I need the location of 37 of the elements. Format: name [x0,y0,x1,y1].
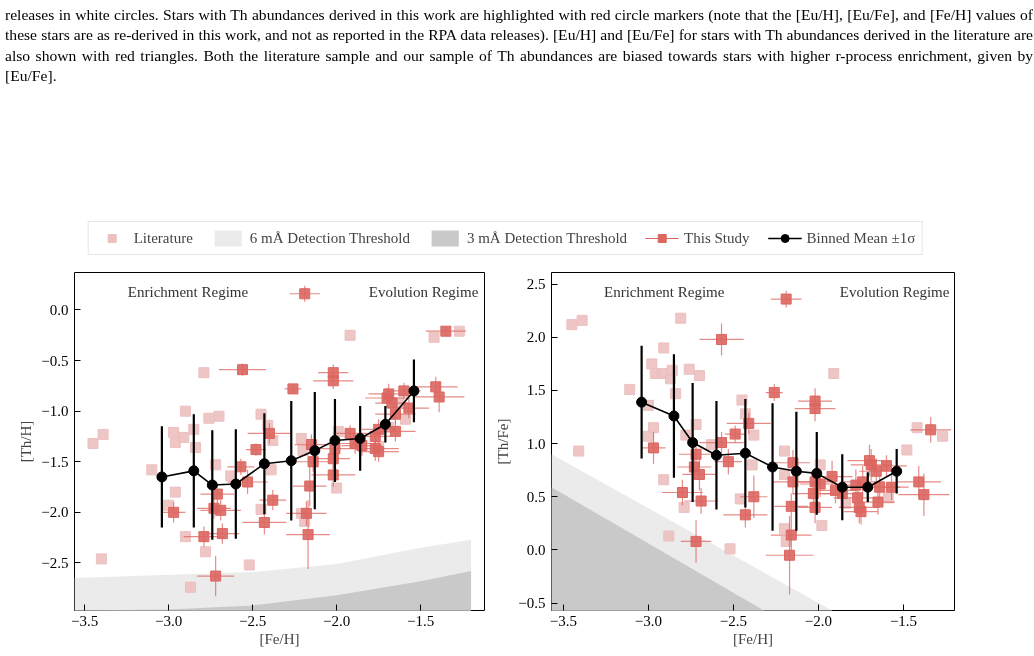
y-axis-title: [Th/Fe] [495,418,512,465]
x-tick-label: −2.5 [719,612,748,629]
x-tick-label: −1.5 [889,612,918,629]
y-tick-label: −2.0 [41,504,69,521]
annotation: Evolution Regime [839,284,950,301]
annotation: Enrichment Regime [604,284,725,301]
legend-label: Literature [133,229,193,247]
y-tick-label: 0.0 [49,301,69,318]
annotation: Enrichment Regime [127,284,249,301]
x-tick-label: −2.5 [239,612,267,629]
x-tick-label: −2.0 [804,612,833,629]
y-tick-label: −1.5 [41,453,69,470]
y-tick-label: 1.5 [526,382,546,399]
legend-label: 6 mÅ Detection Threshold [249,229,410,247]
x-tick-label: −3.0 [634,612,663,629]
x-tick-label: −3.5 [70,612,99,629]
y-tick-label: −1.0 [41,403,69,420]
y-tick-label: 2.5 [526,276,546,293]
x-tick-label: −3.0 [154,612,183,629]
x-tick-label: −2.0 [323,612,351,629]
x-tick-label: −1.5 [407,612,435,629]
annotation: Evolution Regime [368,284,479,301]
y-axis-title: [Th/H] [18,420,35,463]
y-tick-label: −2.5 [41,554,69,571]
text: releases in white circles. Stars with Th abundances derived in this work are highlighted with red circle markers (note that the [Eu/H], [Eu/Fe], and [Fe/H] values of these stars are as re-derived in this work, and not as reported in the RPA data releases). [Eu/H] and [Eu/Fe] for stars with Th abundances derived in the literature are also shown with red triangles. Both the literature sample and our sample of Th abundances are biased towards stars with higher r-process enrichment, given by [Eu/Fe]. [5,5,1033,86]
x-tick-label: −3.5 [549,612,578,629]
y-tick-label: −0.5 [41,352,69,369]
y-tick-label: −0.5 [518,595,546,612]
y-tick-label: 2.0 [526,329,546,346]
x-axis-title: [Fe/H] [259,630,300,647]
x-axis-title: [Fe/H] [733,630,773,647]
legend-label: 3 mÅ Detection Threshold [466,229,628,247]
legend-label: Binned Mean ±1σ [806,229,916,247]
y-tick-label: 0.0 [526,541,546,558]
y-tick-label: 0.5 [526,488,546,505]
legend-label: This Study [684,229,750,247]
y-tick-label: 1.0 [526,435,546,452]
